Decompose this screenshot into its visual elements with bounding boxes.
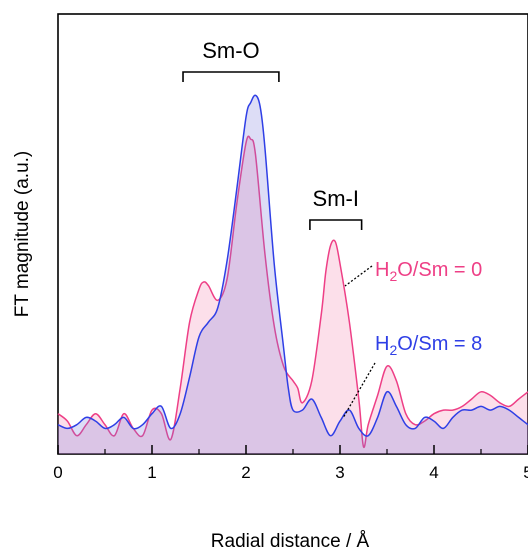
x-axis-label: Radial distance / Å bbox=[211, 531, 370, 552]
annotation-label-0: Sm-O bbox=[202, 38, 259, 63]
annotation-label-1: Sm-I bbox=[313, 186, 359, 211]
x-tick-label-3: 3 bbox=[335, 463, 344, 482]
x-tick-label-4: 4 bbox=[429, 463, 438, 482]
series-1-label: H2O/Sm = 8 bbox=[375, 333, 482, 358]
x-tick-label-2: 2 bbox=[241, 463, 250, 482]
label-layer: H2O/Sm = 0 H2O/Sm = 8 bbox=[342, 259, 482, 419]
x-tick-label-1: 1 bbox=[147, 463, 156, 482]
x-tick-label-5: 5 bbox=[523, 463, 528, 482]
series-layer bbox=[57, 94, 528, 455]
series-0-area bbox=[58, 136, 528, 454]
x-tick-label-0: 0 bbox=[53, 463, 62, 482]
y-axis-label: FT magnitude (a.u.) bbox=[12, 151, 33, 318]
series-0-label: H2O/Sm = 0 bbox=[375, 259, 482, 284]
series-0-leader bbox=[344, 265, 373, 287]
series-1-line bbox=[57, 94, 528, 437]
annotation-bracket-0 bbox=[182, 71, 280, 82]
bracket-layer: Sm-O Sm-I bbox=[182, 38, 363, 230]
annotation-bracket-1 bbox=[309, 219, 363, 230]
series-1-area bbox=[58, 95, 528, 455]
tick-layer: 0 1 2 3 4 5 bbox=[53, 445, 528, 482]
series-0-line bbox=[57, 135, 528, 449]
series-1-leader bbox=[342, 362, 376, 419]
